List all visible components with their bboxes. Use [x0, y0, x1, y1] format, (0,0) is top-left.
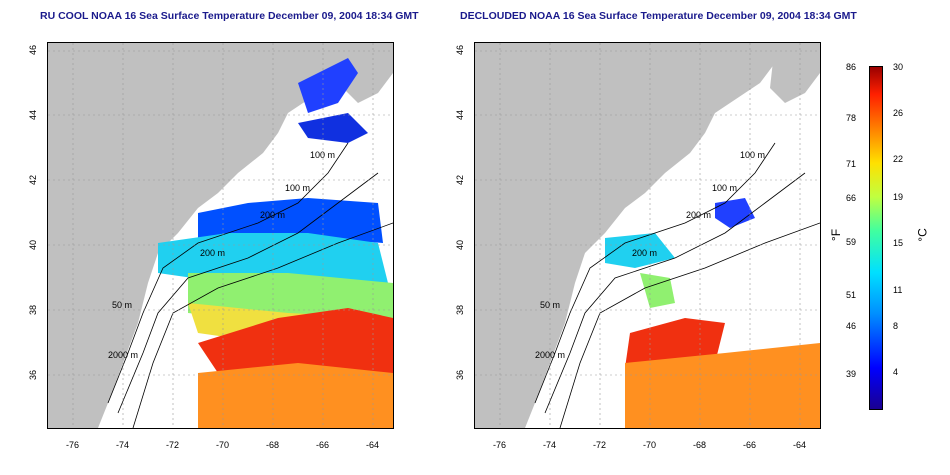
- right-y-tick: 44: [455, 109, 466, 121]
- fahrenheit-tick: 39: [846, 369, 857, 379]
- celsius-tick: 15: [893, 238, 904, 248]
- right-y-tick: 38: [455, 304, 466, 316]
- left-y-tick: 44: [28, 109, 39, 121]
- right-contour-label-2000m: 2000 m: [535, 350, 566, 360]
- right-y-tick: 40: [455, 239, 466, 251]
- land-mass: [475, 43, 785, 428]
- fahrenheit-tick: 78: [846, 113, 857, 123]
- right-x-tick: -66: [743, 440, 757, 450]
- right-contour-label-100m-b: 100 m: [712, 183, 738, 193]
- right-x-tick: -70: [643, 440, 657, 450]
- left-contour-label-100m-a: 100 m: [310, 150, 336, 160]
- right-x-tick: -72: [593, 440, 607, 450]
- left-contour-label-100m-b: 100 m: [285, 183, 311, 193]
- land-nova-scotia: [343, 43, 393, 103]
- isobath-100m: [544, 172, 806, 414]
- left-x-tick: -72: [166, 440, 180, 450]
- left-y-tick: 36: [28, 369, 39, 381]
- right-x-tick: -76: [493, 440, 507, 450]
- left-x-tick: -74: [116, 440, 130, 450]
- land-nova-scotia: [770, 43, 820, 103]
- fahrenheit-tick: 46: [846, 321, 857, 331]
- temperature-colorbar: [869, 66, 883, 410]
- isobath-100m: [117, 172, 379, 414]
- sst-cold-mid: [298, 113, 368, 143]
- celsius-unit-label: °C: [915, 228, 930, 242]
- celsius-tick: 19: [893, 192, 904, 202]
- left-contour-label-200m-b: 200 m: [260, 210, 286, 220]
- celsius-tick: 4: [893, 367, 899, 377]
- sst-cold-north: [298, 58, 358, 113]
- right-y-tick: 42: [455, 174, 466, 186]
- left-x-tick: -66: [316, 440, 330, 450]
- sst-cold-patch: [715, 198, 755, 228]
- right-contour-label-200m-a: 200 m: [632, 248, 658, 258]
- right-contour-label-50m: 50 m: [540, 300, 561, 310]
- fahrenheit-tick: 59: [846, 237, 857, 247]
- right-contour-label-200m-b: 200 m: [686, 210, 712, 220]
- right-map-title: DECLOUDED NOAA 16 Sea Surface Temperatur…: [460, 10, 857, 22]
- sst-orange-south: [198, 363, 393, 428]
- celsius-tick: 8: [893, 321, 899, 331]
- celsius-tick: 30: [893, 62, 904, 72]
- left-contour-label-200m-a: 200 m: [200, 248, 226, 258]
- isobath-50m: [107, 142, 349, 404]
- left-contour-label-2000m: 2000 m: [108, 350, 139, 360]
- fahrenheit-unit-label: °F: [829, 228, 844, 242]
- left-y-tick: 40: [28, 239, 39, 251]
- fahrenheit-tick: 71: [846, 159, 857, 169]
- right-y-tick: 46: [455, 44, 466, 56]
- left-x-tick: -76: [66, 440, 80, 450]
- land-mass: [48, 43, 358, 428]
- right-y-tick: 36: [455, 369, 466, 381]
- isobath-50m: [534, 142, 776, 404]
- left-x-tick: -70: [216, 440, 230, 450]
- fahrenheit-tick: 51: [846, 290, 857, 300]
- left-contour-label-50m: 50 m: [112, 300, 133, 310]
- fahrenheit-tick: 86: [846, 62, 857, 72]
- right-x-tick: -68: [693, 440, 707, 450]
- celsius-tick: 26: [893, 108, 904, 118]
- celsius-tick: 22: [893, 154, 904, 164]
- right-x-tick: -64: [793, 440, 807, 450]
- right-map-panel: [474, 42, 821, 429]
- sst-red-core: [198, 308, 393, 383]
- isobath-2000m: [132, 222, 393, 428]
- fahrenheit-tick: 66: [846, 193, 857, 203]
- left-map-title: RU COOL NOAA 16 Sea Surface Temperature …: [40, 10, 419, 22]
- left-x-tick: -64: [366, 440, 380, 450]
- left-y-tick: 38: [28, 304, 39, 316]
- left-y-tick: 42: [28, 174, 39, 186]
- celsius-tick: 11: [893, 285, 903, 295]
- isobath-2000m: [559, 222, 820, 428]
- left-y-tick: 46: [28, 44, 39, 56]
- sst-cyan-patch: [605, 233, 675, 268]
- right-contour-label-100m-a: 100 m: [740, 150, 766, 160]
- left-x-tick: -68: [266, 440, 280, 450]
- sst-green-patch: [640, 273, 675, 308]
- right-x-tick: -74: [543, 440, 557, 450]
- left-map-panel: [47, 42, 394, 429]
- sst-orange-south: [625, 343, 820, 428]
